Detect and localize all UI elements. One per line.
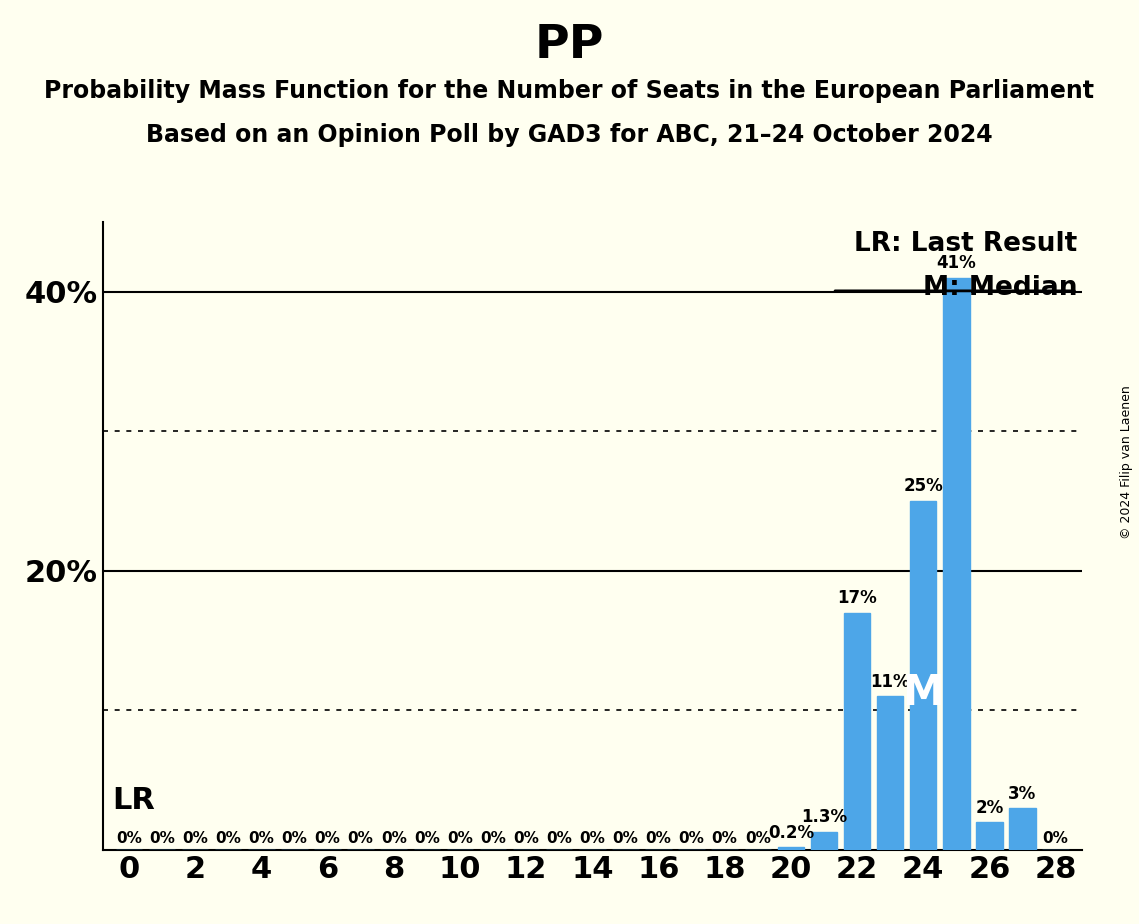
Text: Probability Mass Function for the Number of Seats in the European Parliament: Probability Mass Function for the Number… — [44, 79, 1095, 103]
Bar — [1009, 808, 1035, 850]
Text: 0%: 0% — [215, 831, 241, 845]
Text: 0%: 0% — [149, 831, 175, 845]
Bar — [943, 277, 969, 850]
Text: LR: LR — [113, 786, 155, 815]
Text: 0%: 0% — [580, 831, 605, 845]
Text: 0%: 0% — [446, 831, 473, 845]
Text: 0%: 0% — [679, 831, 705, 845]
Bar — [877, 697, 903, 850]
Text: © 2024 Filip van Laenen: © 2024 Filip van Laenen — [1121, 385, 1133, 539]
Text: 11%: 11% — [870, 673, 910, 691]
Text: 0%: 0% — [547, 831, 572, 845]
Text: 1.3%: 1.3% — [801, 808, 847, 826]
Text: 0%: 0% — [314, 831, 341, 845]
Text: 0%: 0% — [248, 831, 274, 845]
Text: LR: Last Result: LR: Last Result — [854, 231, 1077, 257]
Text: M: M — [902, 672, 944, 714]
Text: 0%: 0% — [712, 831, 738, 845]
Bar — [811, 832, 837, 850]
Text: 0.2%: 0.2% — [768, 823, 814, 842]
Bar — [778, 847, 804, 850]
Text: 0%: 0% — [413, 831, 440, 845]
Text: Based on an Opinion Poll by GAD3 for ABC, 21–24 October 2024: Based on an Opinion Poll by GAD3 for ABC… — [146, 123, 993, 147]
Text: 0%: 0% — [646, 831, 671, 845]
Text: 2%: 2% — [975, 798, 1003, 817]
Text: 0%: 0% — [182, 831, 208, 845]
Text: M: Median: M: Median — [923, 275, 1077, 301]
Text: 0%: 0% — [281, 831, 308, 845]
Text: 3%: 3% — [1008, 784, 1036, 803]
Text: 0%: 0% — [745, 831, 771, 845]
Text: PP: PP — [534, 23, 605, 68]
Text: 0%: 0% — [116, 831, 142, 845]
Bar — [910, 501, 936, 850]
Bar — [844, 613, 870, 850]
Text: 0%: 0% — [613, 831, 638, 845]
Text: 0%: 0% — [480, 831, 506, 845]
Text: 17%: 17% — [837, 590, 877, 607]
Text: 0%: 0% — [347, 831, 374, 845]
Text: 0%: 0% — [1042, 831, 1068, 845]
Text: 0%: 0% — [514, 831, 539, 845]
Text: 25%: 25% — [903, 478, 943, 495]
Bar — [976, 822, 1002, 850]
Text: 0%: 0% — [380, 831, 407, 845]
Text: 41%: 41% — [936, 254, 976, 272]
